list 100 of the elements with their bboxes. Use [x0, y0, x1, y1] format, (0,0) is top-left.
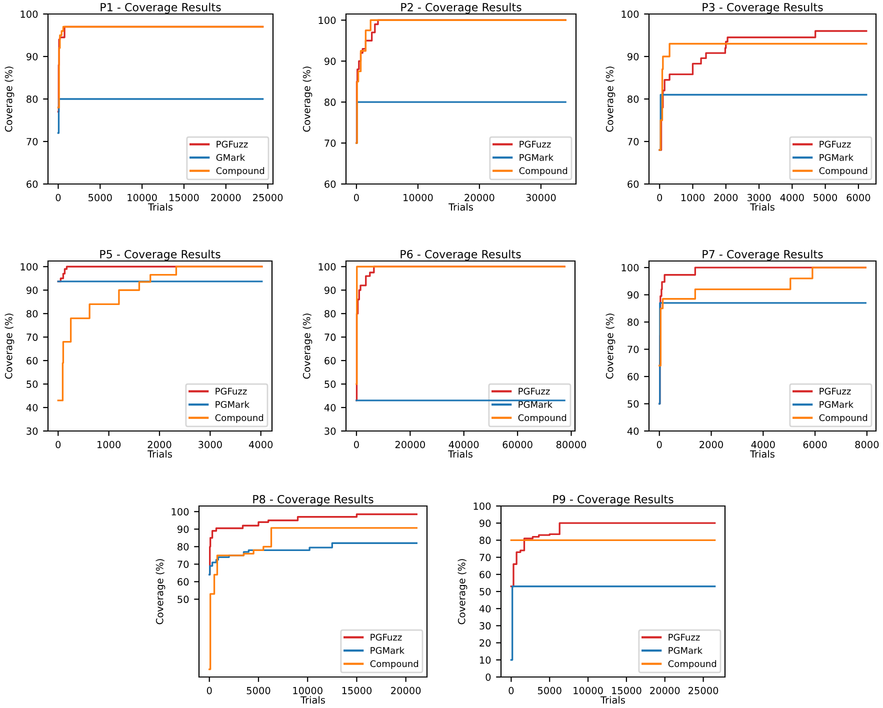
x-tick-label: 60000	[502, 440, 532, 448]
x-tick-label: 5000	[814, 194, 838, 202]
x-tick-label: 15000	[342, 686, 372, 694]
y-tick-label: 60	[628, 180, 639, 188]
chart-title: P1 - Coverage Results	[100, 2, 221, 14]
y-axis-title: Coverage (%)	[4, 66, 14, 132]
chart-title: P9 - Coverage Results	[553, 494, 674, 506]
y-tick-label: 30	[480, 622, 491, 630]
legend-label: GMark	[216, 154, 246, 161]
legend-label: Compound	[518, 414, 566, 423]
legend-label: PGFuzz	[668, 634, 700, 641]
chart-title: P7 - Coverage Results	[702, 250, 823, 261]
y-tick-label: 40	[324, 404, 336, 412]
y-tick-label: 90	[324, 58, 336, 65]
legend-label: PGMark	[520, 154, 554, 161]
y-tick-label: 90	[480, 520, 491, 527]
y-tick-label: 40	[479, 605, 491, 612]
x-tick-label: 0	[56, 440, 61, 448]
x-tick-label: 15000	[612, 686, 642, 694]
x-tick-label: 2000	[714, 194, 738, 202]
y-tick-label: 100	[172, 508, 189, 516]
x-tick-label: 6000	[803, 440, 827, 448]
x-tick-label: 10000	[293, 686, 322, 694]
x-axis-title: Trials	[750, 450, 774, 458]
x-tick-label: 6000	[846, 194, 870, 202]
y-axis-title: Coverage (%)	[458, 559, 468, 624]
x-tick-label: 5000	[538, 686, 562, 694]
y-tick-label: 60	[480, 570, 491, 578]
legend-label: Compound	[215, 414, 264, 423]
y-tick-label: 100	[474, 502, 491, 510]
y-tick-label: 90	[628, 291, 639, 299]
x-tick-label: 0	[657, 194, 662, 202]
x-tick-label: 0	[508, 686, 514, 694]
x-tick-label: 30000	[526, 194, 556, 202]
y-tick-label: 80	[324, 310, 336, 318]
y-tick-label: 40	[26, 404, 38, 412]
chart-title: P8 - Coverage Results	[253, 494, 374, 506]
y-tick-label: 40	[627, 427, 639, 435]
x-tick-label: 15000	[170, 194, 199, 202]
x-tick-label: 4000	[751, 440, 775, 448]
legend-label: PGMark	[518, 400, 552, 408]
y-tick-label: 80	[324, 98, 336, 106]
x-tick-label: 40000	[448, 440, 479, 448]
y-axis-title: Coverage (%)	[4, 314, 14, 379]
y-tick-label: 90	[178, 526, 189, 533]
legend-label: Compound	[668, 660, 716, 669]
y-tick-label: 50	[628, 400, 639, 408]
y-tick-label: 60	[26, 180, 38, 188]
x-tick-label: 8000	[855, 440, 879, 448]
y-tick-label: 30	[26, 427, 38, 435]
legend-label: Compound	[370, 660, 418, 669]
x-tick-label: 2000	[700, 440, 723, 448]
y-tick-label: 100	[20, 263, 38, 270]
chart-title: P6 - Coverage Results	[400, 250, 521, 261]
y-axis-title: Coverage (%)	[606, 314, 616, 379]
x-tick-label: 3000	[198, 440, 222, 448]
x-tick-label: 0	[206, 686, 212, 694]
x-tick-label: 2000	[148, 440, 172, 448]
legend-label: PGMark	[668, 646, 702, 654]
legend-label: PGFuzz	[820, 140, 851, 148]
y-tick-label: 80	[26, 310, 38, 318]
y-axis-title: Coverage (%)	[156, 559, 166, 624]
x-tick-label: 0	[354, 194, 359, 202]
y-axis-title: Coverage (%)	[302, 314, 312, 379]
legend-label: PGFuzz	[216, 388, 247, 395]
x-tick-label: 20000	[464, 194, 494, 202]
x-tick-label: 4000	[248, 440, 273, 448]
legend-label: PGFuzz	[370, 634, 402, 641]
legend-label: Compound	[819, 167, 868, 176]
y-tick-label: 50	[26, 380, 38, 388]
x-tick-label: 80000	[556, 440, 586, 448]
x-tick-label: 1000	[681, 194, 704, 202]
x-axis-title: Trials	[600, 696, 625, 704]
x-tick-label: 10000	[574, 686, 603, 694]
y-tick-label: 100	[622, 264, 639, 272]
y-tick-label: 70	[480, 554, 491, 562]
x-axis-title: Trials	[148, 203, 172, 211]
y-tick-label: 100	[318, 16, 336, 24]
y-tick-label: 60	[26, 357, 38, 364]
y-tick-label: 90	[628, 52, 639, 60]
x-tick-label: 0	[656, 440, 662, 448]
y-axis-title: Coverage (%)	[606, 66, 616, 132]
y-tick-label: 100	[20, 10, 38, 18]
x-axis-title: Trials	[448, 450, 472, 458]
legend-label: PGFuzz	[520, 140, 551, 148]
x-tick-label: 5000	[88, 194, 112, 202]
legend-label: PGMark	[820, 154, 854, 161]
x-tick-label: 20000	[391, 686, 421, 694]
x-axis-title: Trials	[148, 450, 172, 458]
x-axis-title: Trials	[300, 696, 325, 704]
y-tick-label: 80	[26, 95, 38, 103]
x-tick-label: 1000	[98, 440, 121, 448]
y-tick-label: 100	[622, 10, 639, 18]
y-tick-label: 70	[178, 560, 189, 568]
x-axis-title: Trials	[750, 203, 774, 211]
y-tick-label: 70	[26, 138, 38, 146]
x-tick-label: 5000	[246, 686, 270, 694]
x-tick-label: 10000	[404, 194, 433, 202]
y-tick-label: 80	[628, 318, 639, 326]
y-tick-label: 70	[324, 334, 336, 341]
